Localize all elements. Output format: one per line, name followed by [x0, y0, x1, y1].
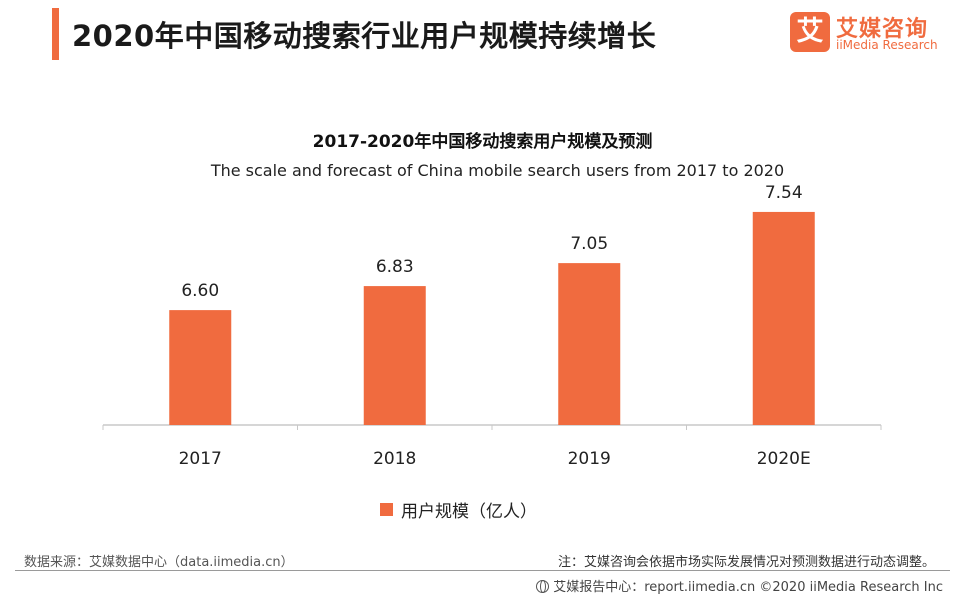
page-title: 2020年中国移动搜索行业用户规模持续增长 — [72, 19, 657, 53]
logo-name-cn: 艾媒咨询 — [836, 17, 929, 42]
footer-divider — [15, 570, 950, 571]
data-label-2019: 7.05 — [570, 234, 608, 254]
data-source: 数据来源：艾媒数据中心（data.iimedia.cn） — [24, 555, 294, 570]
data-label-2017: 6.60 — [181, 281, 219, 301]
bar-2019 — [558, 263, 621, 425]
legend-swatch — [380, 503, 393, 516]
title-accent-bar — [52, 8, 59, 60]
x-tick-label-2020E: 2020E — [757, 449, 811, 469]
logo-name-en: iiMedia Research — [836, 38, 938, 52]
globe-icon — [536, 580, 550, 593]
brand-logo: 艾 艾媒咨询 iiMedia Research — [790, 12, 950, 56]
chart-legend: 用户规模（亿人） — [380, 497, 537, 522]
chart-subtitle: The scale and forecast of China mobile s… — [210, 161, 785, 180]
chart-title: 2017-2020年中国移动搜索用户规模及预测 — [312, 132, 653, 152]
forecast-note: 注：艾媒咨询会依据市场实际发展情况对预测数据进行动态调整。 — [557, 555, 935, 570]
bar-2018 — [363, 286, 426, 425]
x-tick-label-2019: 2019 — [568, 449, 611, 469]
data-label-2020E: 7.54 — [765, 183, 803, 203]
x-tick-label-2017: 2017 — [179, 449, 222, 469]
legend-label: 用户规模（亿人） — [401, 502, 537, 522]
footer-copyright: 艾媒报告中心：report.iimedia.cn ©2020 iiMedia R… — [536, 576, 943, 595]
bar-2017 — [169, 310, 232, 425]
bar-2020E — [752, 211, 815, 425]
x-tick-label-2018: 2018 — [373, 449, 416, 469]
copyright-text: 艾媒报告中心：report.iimedia.cn ©2020 iiMedia R… — [553, 580, 943, 595]
data-label-2018: 6.83 — [376, 257, 414, 277]
logo-mark-icon: 艾 — [790, 12, 830, 52]
